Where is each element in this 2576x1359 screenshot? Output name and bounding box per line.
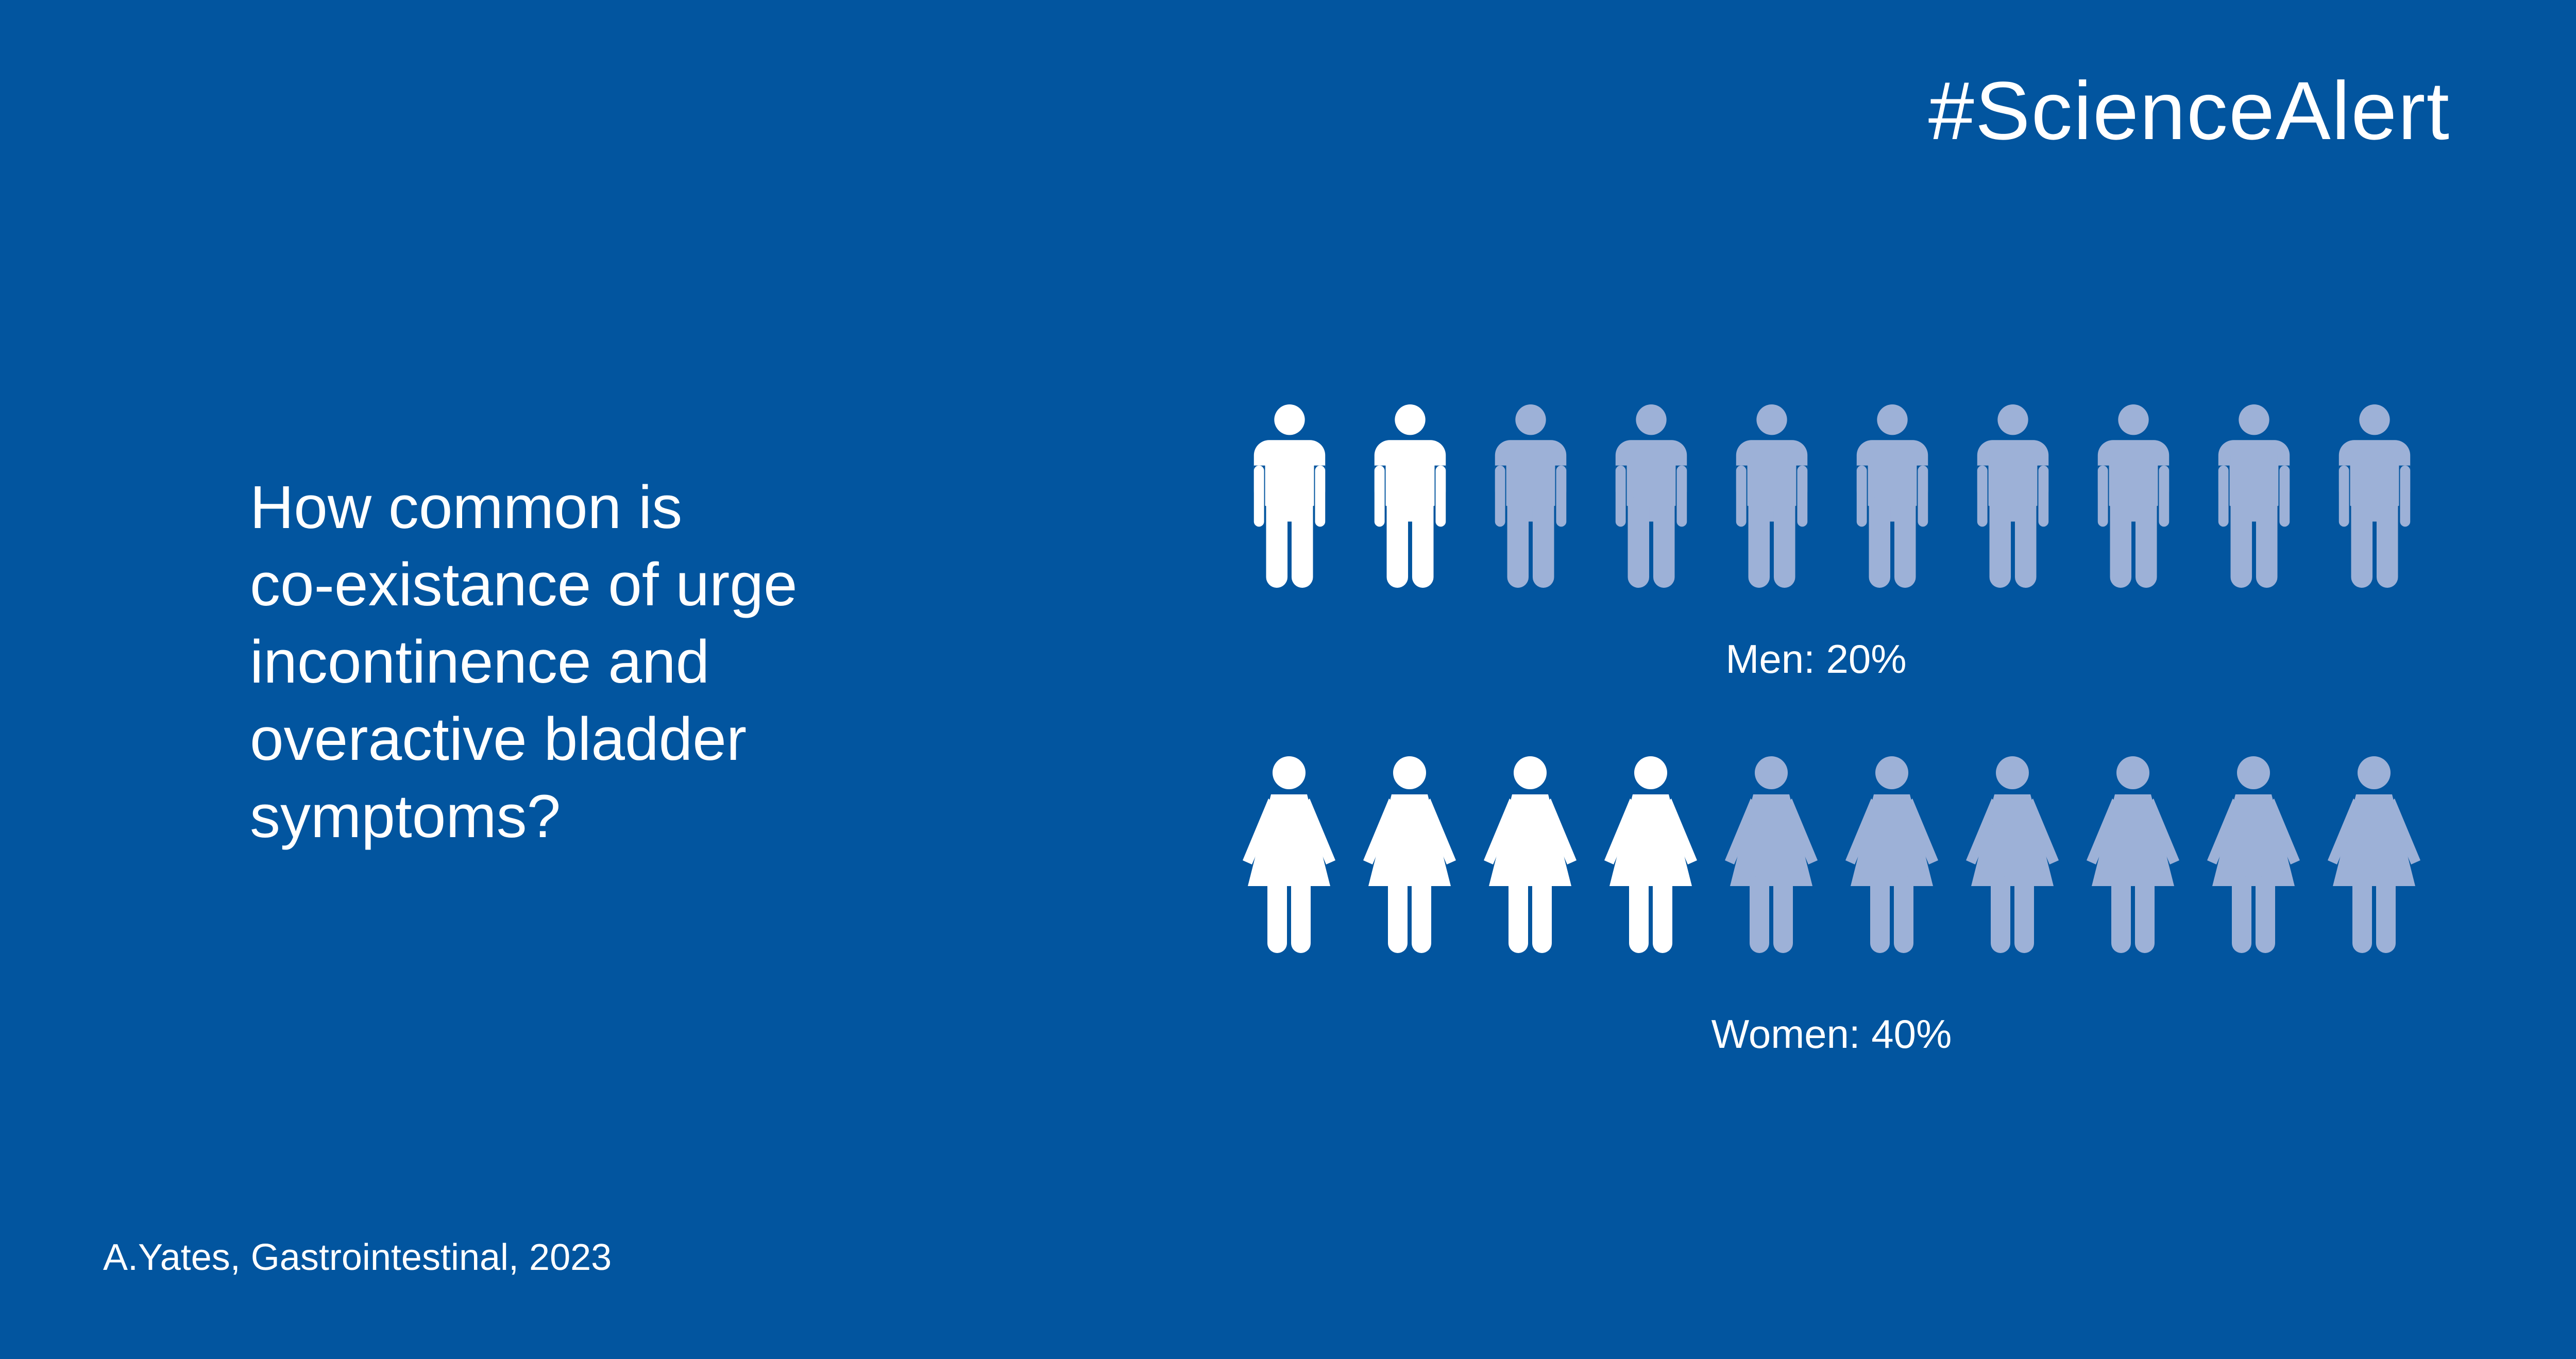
man-icon — [1253, 404, 1326, 588]
woman-icon — [1484, 756, 1577, 953]
man-icon — [1856, 404, 1928, 588]
question-line: How common is — [250, 473, 683, 541]
woman-icon — [1725, 756, 1818, 953]
man-icon — [2097, 404, 2170, 588]
man-icon — [2338, 404, 2411, 588]
question-title: How common is co-existance of urge incon… — [250, 469, 1023, 855]
source-citation: A.Yates, Gastrointestinal, 2023 — [103, 1237, 612, 1278]
men-percentage-label: Men: 20% — [1725, 636, 1907, 682]
question-line: overactive bladder — [250, 705, 747, 773]
man-icon — [1615, 404, 1687, 588]
woman-icon — [2328, 756, 2420, 953]
question-line: symptoms? — [250, 783, 561, 851]
woman-icon — [1966, 756, 2059, 953]
woman-icon — [1604, 756, 1697, 953]
women-icon-row — [1243, 756, 2420, 953]
woman-icon — [2207, 756, 2300, 953]
question-line: co-existance of urge — [250, 551, 798, 619]
man-icon — [1374, 404, 1446, 588]
man-icon — [2218, 404, 2290, 588]
man-icon — [1977, 404, 2049, 588]
woman-icon — [1845, 756, 1938, 953]
man-icon — [1736, 404, 1808, 588]
woman-icon — [1363, 756, 1456, 953]
brand-hashtag: #ScienceAlert — [1928, 64, 2450, 157]
man-icon — [1495, 404, 1567, 588]
woman-icon — [2087, 756, 2179, 953]
women-percentage-label: Women: 40% — [1711, 1011, 1952, 1057]
question-line: incontinence and — [250, 628, 710, 696]
men-icon-row — [1253, 404, 2411, 588]
woman-icon — [1243, 756, 1335, 953]
